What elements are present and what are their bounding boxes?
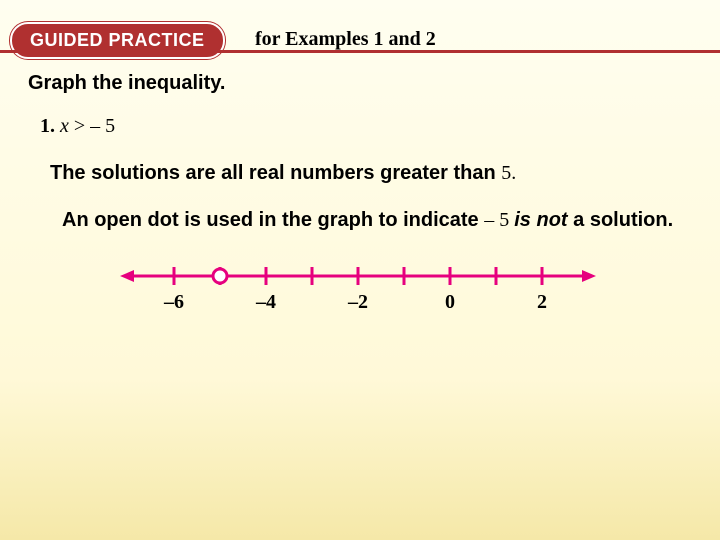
solution-line-1: The solutions are all real numbers great… — [50, 160, 692, 187]
solution-2c: is not — [514, 209, 567, 231]
svg-text:–6: –6 — [163, 291, 184, 313]
svg-text:–2: –2 — [347, 291, 368, 313]
guided-practice-pill: GUIDED PRACTICE — [10, 22, 225, 59]
solution-2b: – 5 — [484, 209, 514, 231]
problem-variable: x — [60, 115, 69, 137]
svg-text:–4: –4 — [255, 291, 276, 313]
problem-statement: 1. x > – 5 — [40, 115, 692, 138]
svg-text:2: 2 — [537, 291, 547, 313]
header-subtitle: for Examples 1 and 2 — [255, 28, 436, 51]
instruction-text: Graph the inequality. — [28, 72, 692, 95]
problem-expression: > – 5 — [69, 115, 115, 137]
solution-2d: a solution. — [568, 209, 674, 231]
numberline: –6 –4 –2 0 2 — [118, 254, 598, 329]
solution-1b: 5. — [501, 162, 516, 184]
problem-number: 1. — [40, 115, 55, 137]
solution-1a: The solutions are all real numbers great… — [50, 162, 501, 184]
header-divider — [0, 50, 720, 53]
header: GUIDED PRACTICE for Examples 1 and 2 — [0, 0, 720, 50]
solution-2a: An open dot is used in the graph to indi… — [62, 209, 484, 231]
content-area: Graph the inequality. 1. x > – 5 The sol… — [0, 50, 720, 329]
svg-text:0: 0 — [445, 291, 455, 313]
solution-line-2: An open dot is used in the graph to indi… — [62, 207, 692, 234]
numberline-svg: –6 –4 –2 0 2 — [118, 254, 598, 324]
